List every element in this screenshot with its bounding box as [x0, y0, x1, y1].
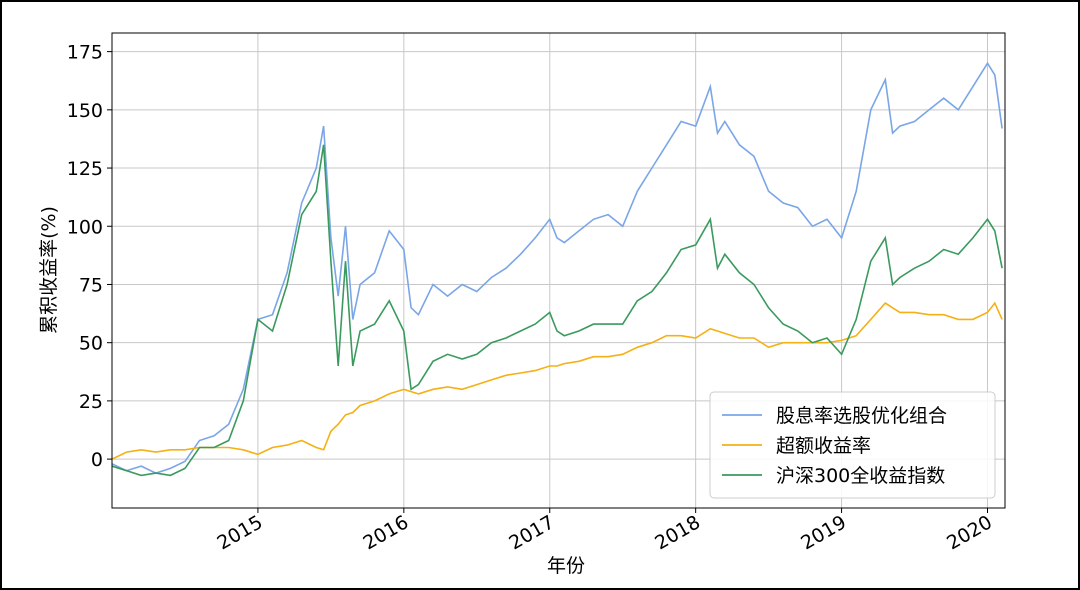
- y-axis-label: 累积收益率(%): [38, 206, 60, 334]
- y-tick-label: 0: [91, 449, 103, 471]
- y-tick-label: 100: [67, 216, 103, 238]
- x-tick-label: 2018: [651, 511, 704, 554]
- x-tick-label: 2020: [943, 511, 996, 554]
- legend-box: [709, 391, 996, 499]
- y-tick-label: 50: [79, 333, 103, 355]
- y-tick-label: 75: [79, 274, 103, 296]
- legend-label: 股息率选股优化组合: [776, 405, 947, 427]
- x-tick-label: 2016: [359, 511, 412, 554]
- y-tick-label: 175: [67, 42, 103, 64]
- y-tick-label: 150: [67, 100, 103, 122]
- x-tick-label: 2017: [505, 511, 558, 554]
- series-line: [111, 61, 1003, 474]
- y-tick-label: 125: [67, 158, 103, 180]
- legend-label: 沪深300全收益指数: [776, 465, 945, 487]
- plot-border: [111, 32, 1006, 509]
- series-line: [111, 301, 1003, 460]
- legend-label: 超额收益率: [776, 435, 871, 457]
- x-tick-label: 2015: [214, 511, 267, 554]
- x-tick-label: 2019: [797, 511, 850, 554]
- y-tick-label: 25: [79, 391, 103, 413]
- x-axis-label: 年份: [547, 555, 585, 577]
- series-line: [111, 144, 1003, 477]
